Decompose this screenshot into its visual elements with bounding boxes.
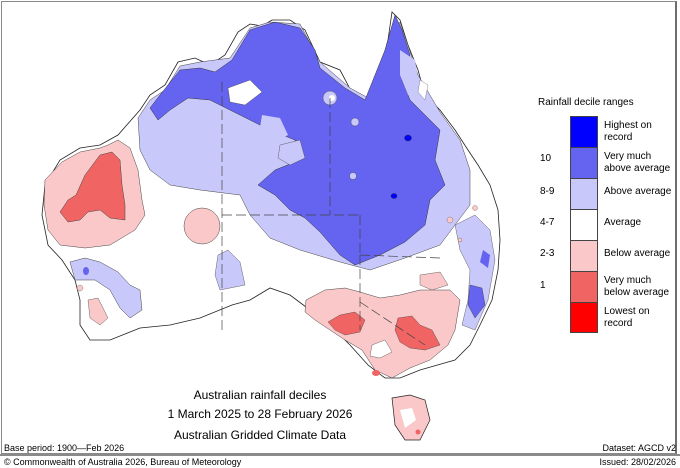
region-highest-record xyxy=(404,134,412,142)
australia-rainfall-decile-map xyxy=(41,11,501,441)
legend-swatch-average xyxy=(570,209,598,240)
legend-range-4-7: 4-7 xyxy=(540,217,555,228)
legend-swatch-lowest xyxy=(570,302,598,333)
copyright: © Commonwealth of Australia 2026, Bureau… xyxy=(4,457,242,467)
region-very-much-below-southeast xyxy=(327,311,366,336)
legend-title: Rainfall decile ranges xyxy=(538,97,634,108)
legend-range-10: 10 xyxy=(540,153,552,164)
legend-range-1: 1 xyxy=(540,280,546,291)
legend-label-lowest: Lowest on record xyxy=(604,306,650,329)
issued-date: Issued: 28/02/2026 xyxy=(599,457,676,467)
state-borders xyxy=(221,82,441,346)
legend-label-very-much-below: Very much below average xyxy=(604,275,670,298)
legend-color-bar xyxy=(570,116,598,333)
map-data-source: Australian Gridded Climate Data xyxy=(173,428,347,442)
map-date-range: 1 March 2025 to 28 February 2026 xyxy=(167,407,353,421)
legend-label-very-much-above: Very much above average xyxy=(604,151,671,174)
map-title: Australian rainfall deciles xyxy=(193,388,327,402)
region-below-average-southeast xyxy=(304,287,461,379)
legend-label-above: Above average xyxy=(604,186,672,197)
dataset-label: Dataset: AGCD v2 xyxy=(602,443,676,453)
legend-swatch-above xyxy=(570,178,598,209)
legend-swatch-very-much-below xyxy=(570,271,598,302)
legend-label-below: Below average xyxy=(604,248,671,259)
legend-swatch-very-much-above xyxy=(570,147,598,178)
region-very-much-below-west xyxy=(59,151,126,223)
footer-divider xyxy=(0,454,680,456)
legend-label-average: Average xyxy=(604,217,642,228)
base-period: Base period: 1900—Feb 2026 xyxy=(4,443,125,453)
legend-swatch-highest xyxy=(570,116,598,147)
legend-range-2-3: 2-3 xyxy=(540,248,555,259)
legend-swatch-below xyxy=(570,240,598,271)
legend-range-8-9: 8-9 xyxy=(540,186,555,197)
legend-label-highest: Highest on record xyxy=(604,120,652,143)
